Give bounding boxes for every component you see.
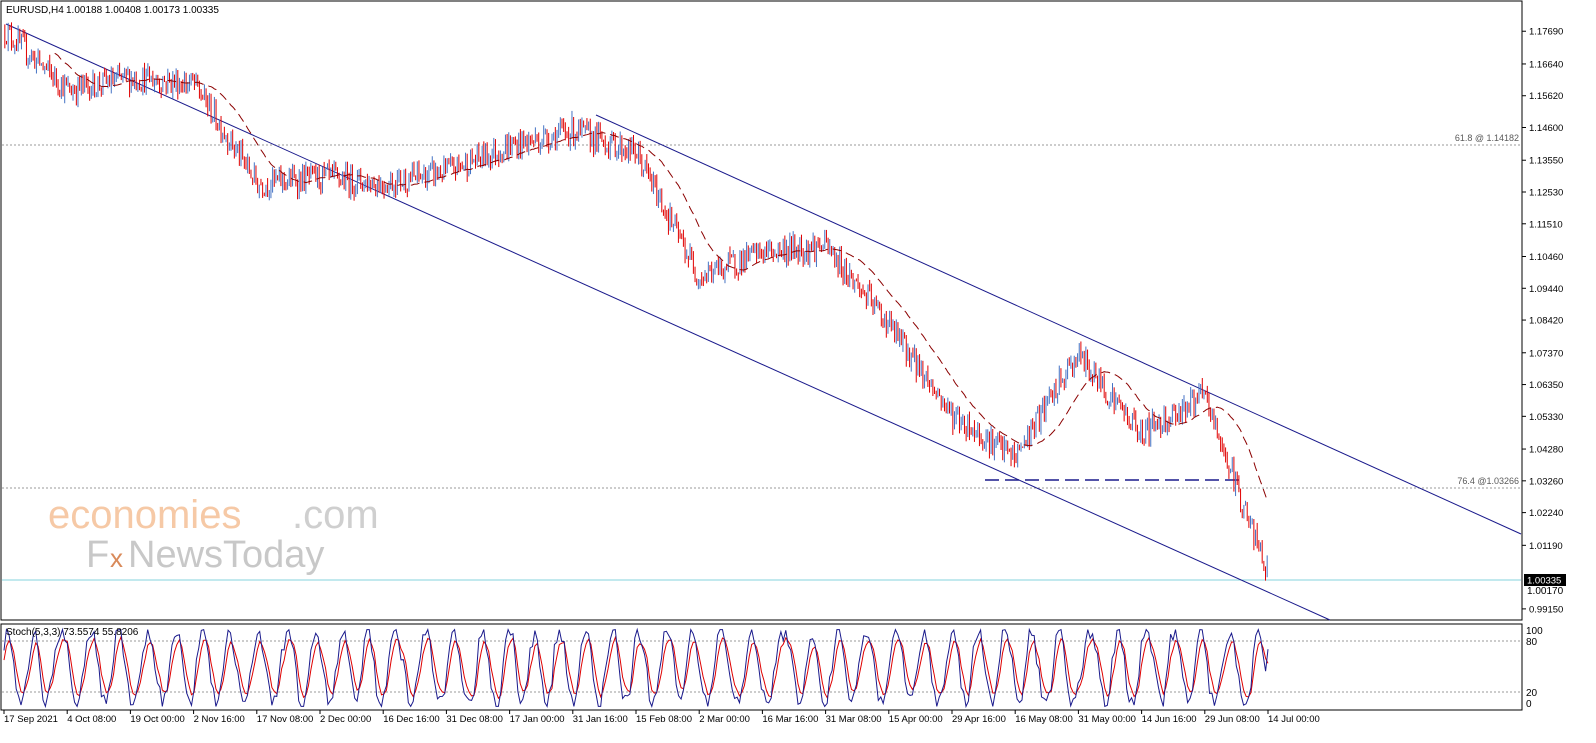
price-tick-label: 1.07370 — [1529, 348, 1563, 359]
watermark-fxnewstoday-f: F — [86, 534, 109, 576]
price-tick-label: 1.12530 — [1529, 188, 1563, 199]
price-tick-label: 1.10460 — [1529, 252, 1563, 263]
watermark: economies .com F x NewsToday — [48, 493, 379, 576]
time-tick-label: 17 Jan 00:00 — [510, 714, 565, 725]
time-tick-label: 16 May 08:00 — [1015, 714, 1073, 725]
time-tick-label: 29 Apr 16:00 — [952, 714, 1006, 725]
price-tick-label: 0.99150 — [1529, 604, 1563, 615]
time-tick-label: 31 May 00:00 — [1078, 714, 1136, 725]
time-tick-label: 2 Nov 16:00 — [194, 714, 245, 725]
price-tick-label: 1.15620 — [1529, 91, 1563, 102]
price-candles — [4, 22, 1268, 581]
time-tick-label: 14 Jul 00:00 — [1268, 714, 1320, 725]
current-price-tag — [1524, 574, 1566, 586]
price-tick-label: 1.04280 — [1529, 445, 1563, 456]
time-tick-label: 29 Jun 08:00 — [1205, 714, 1260, 725]
channel-lower-line — [5, 23, 1331, 621]
stoch-main-line — [3, 627, 1269, 709]
time-tick-label: 15 Feb 08:00 — [636, 714, 692, 725]
channel-upper-line — [595, 114, 1522, 535]
time-tick-label: 16 Mar 16:00 — [762, 714, 818, 725]
time-tick-label: 15 Apr 00:00 — [889, 714, 943, 725]
time-tick-label: 17 Nov 08:00 — [257, 714, 314, 725]
time-tick-label: 4 Oct 08:00 — [67, 714, 116, 725]
time-tick-label: 19 Oct 00:00 — [130, 714, 184, 725]
time-axis: 17 Sep 2021 4 Oct 08:00 19 Oct 00:00 2 Nov … — [3, 710, 1320, 725]
price-tick-label: 1.01190 — [1529, 541, 1563, 552]
stoch-axis-80: 80 — [1526, 637, 1538, 648]
time-tick-label: 2 Dec 00:00 — [320, 714, 371, 725]
price-tick-label: 1.06350 — [1529, 380, 1563, 391]
price-tick-label: 1.14600 — [1529, 123, 1563, 134]
time-tick-label: 16 Dec 16:00 — [383, 714, 440, 725]
current-price-value: 1.00335 — [1527, 576, 1561, 587]
time-tick-label: 2 Mar 00:00 — [699, 714, 750, 725]
moving-average-line — [54, 52, 1268, 501]
price-tick-label: 1.09440 — [1529, 284, 1563, 295]
stoch-axis-20: 20 — [1526, 688, 1538, 699]
price-tick-label: 1.03260 — [1529, 476, 1563, 487]
time-tick-label: 17 Sep 2021 — [4, 714, 58, 725]
symbol-label: EURUSD,H4 — [6, 5, 64, 16]
main-chart-frame — [0, 0, 1523, 621]
stoch-signal-line — [3, 635, 1269, 700]
stoch-label: Stoch(5,3,3) 73.5574 55.8206 — [6, 627, 139, 638]
fib-61-8-label: 61.8 @ 1.14182 — [1455, 133, 1519, 143]
fib-76-4-label: 76.4 @1.03266 — [1457, 476, 1519, 486]
price-axis: 1.17690 1.16640 1.15620 1.14600 1.13550 1.125… — [1522, 27, 1563, 615]
time-tick-label: 31 Jan 16:00 — [573, 714, 628, 725]
time-tick-label: 31 Mar 08:00 — [826, 714, 882, 725]
price-tick-label: 1.08420 — [1529, 316, 1563, 327]
price-tick-label: 1.13550 — [1529, 156, 1563, 167]
watermark-fxnewstoday-x: x — [110, 543, 123, 573]
stoch-axis-0: 0 — [1526, 699, 1532, 710]
stoch-panel-frame — [0, 623, 1523, 711]
time-tick-label: 14 Jun 16:00 — [1142, 714, 1197, 725]
ohlc-values: 1.00188 1.00408 1.00173 1.00335 — [66, 5, 219, 16]
hidden-price-label: 1.00170 — [1527, 586, 1564, 597]
watermark-economies: economies — [48, 493, 241, 537]
stoch-axis-100: 100 — [1526, 626, 1543, 637]
price-tick-label: 1.05330 — [1529, 412, 1563, 423]
price-tick-label: 1.02240 — [1529, 508, 1563, 519]
price-tick-label: 1.16640 — [1529, 59, 1563, 70]
time-tick-label: 31 Dec 08:00 — [446, 714, 503, 725]
watermark-com: .com — [292, 493, 379, 537]
price-tick-label: 1.17690 — [1529, 27, 1563, 38]
watermark-fxnewstoday-rest: NewsToday — [128, 534, 324, 576]
price-tick-label: 1.11510 — [1529, 219, 1563, 230]
